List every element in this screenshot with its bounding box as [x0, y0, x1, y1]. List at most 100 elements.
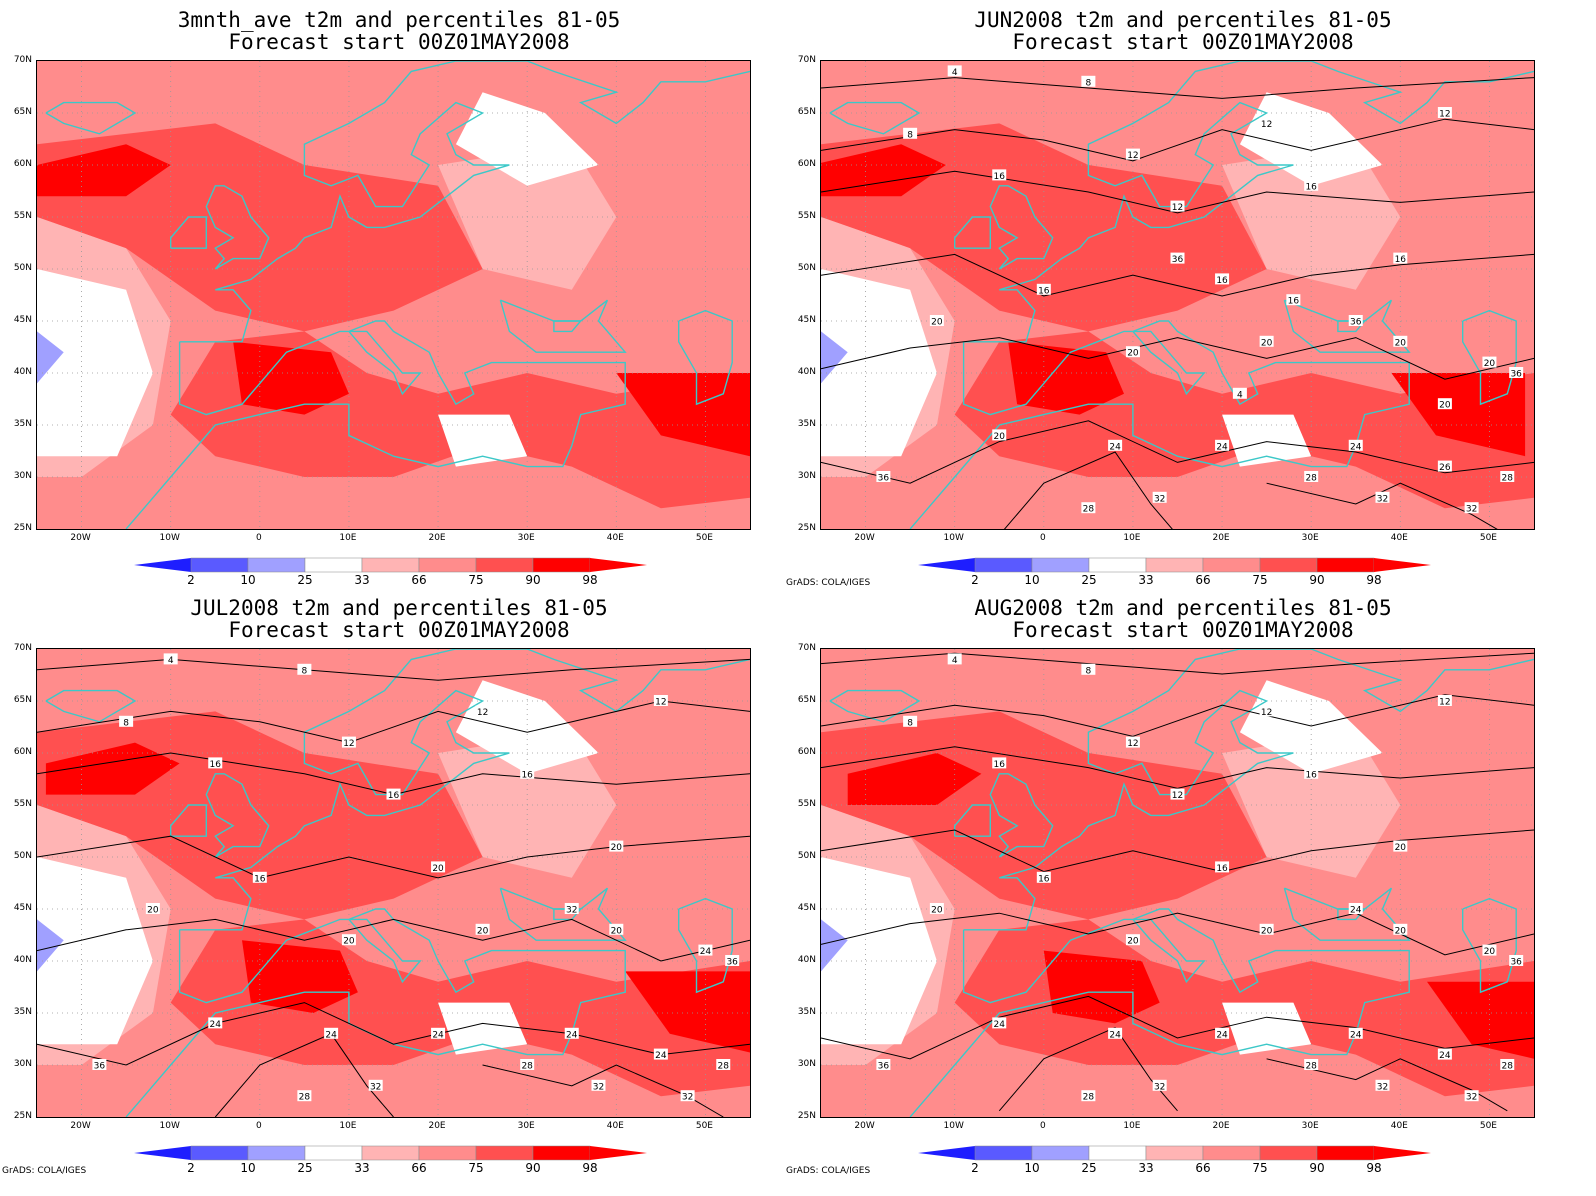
contour-label-bg — [1348, 903, 1363, 914]
contour-label-bg — [1215, 861, 1230, 873]
legend-swatch — [1259, 1145, 1318, 1161]
contour-label: 24 — [432, 1030, 444, 1040]
contour-label-bg — [1348, 439, 1363, 451]
legend-swatch — [247, 1145, 306, 1161]
legend-label: 33 — [1138, 573, 1154, 587]
contour-label-bg — [1304, 1059, 1319, 1070]
contour-label: 4 — [1237, 390, 1243, 400]
contour-label: 20 — [432, 864, 444, 874]
contour-label: 4 — [952, 68, 958, 78]
coastline — [179, 649, 750, 931]
longitude-label: 10E — [1123, 533, 1141, 543]
percentile-region — [821, 919, 848, 972]
contour-label-bg — [1437, 398, 1452, 410]
contour-label-bg — [475, 923, 490, 935]
legend-swatch — [1031, 1145, 1090, 1161]
contour-label-bg — [992, 429, 1007, 441]
contour-label-bg — [341, 934, 356, 946]
longitude-label: 10E — [339, 1121, 357, 1131]
contour-label-bg — [297, 663, 312, 675]
contour-label: 24 — [566, 1030, 578, 1040]
contour-label-bg — [1348, 1027, 1363, 1039]
contour-label: 4 — [168, 656, 174, 666]
legend-swatch — [361, 557, 420, 573]
longitude-label: 0 — [255, 1121, 262, 1131]
percentile-region — [45, 742, 180, 795]
percentile-region — [1391, 373, 1526, 457]
contour-label: 32 — [566, 906, 577, 916]
contour-line — [821, 912, 1534, 956]
contour-label-bg — [1108, 439, 1123, 451]
contour-label-bg — [929, 315, 944, 326]
contour-label: 28 — [521, 1062, 533, 1072]
grads-credit: GrADS: COLA/IGES — [2, 1166, 87, 1176]
legend-label: 2 — [971, 1161, 979, 1175]
legend-label: 75 — [1252, 1161, 1268, 1175]
longitude-label: 40E — [1390, 1121, 1408, 1131]
latitude-label: 35N — [13, 419, 32, 429]
longitude-label: 50E — [695, 1121, 713, 1131]
contour-label: 36 — [94, 1062, 106, 1072]
contour-label-bg — [680, 1090, 695, 1102]
percentile-region — [1008, 341, 1124, 415]
contour-label: 16 — [254, 874, 266, 884]
contour-label: 36 — [878, 474, 890, 484]
contour-label: 36 — [726, 958, 738, 968]
contour-label-bg — [386, 788, 401, 800]
contour-label-bg — [1393, 335, 1408, 347]
contour-label: 20 — [147, 906, 159, 916]
legend-label: 66 — [1195, 573, 1211, 587]
longitude-label: 50E — [695, 533, 713, 543]
contour-label: 16 — [1038, 874, 1050, 884]
contour-label: 16 — [1216, 864, 1228, 874]
contour-label: 20 — [994, 432, 1006, 442]
legend-swatch — [1031, 557, 1090, 573]
coastline — [169, 804, 208, 837]
percentile-region — [1222, 414, 1312, 467]
contour-line — [37, 835, 750, 879]
contour-label-bg — [564, 1027, 579, 1039]
legend-arrow-high — [1374, 1146, 1431, 1160]
coastline — [179, 61, 750, 343]
contour-label-bg — [1125, 934, 1140, 946]
legend-label: 25 — [297, 573, 313, 587]
coastline — [169, 216, 208, 249]
percentile-region — [821, 144, 946, 197]
longitude-label: 10E — [339, 533, 357, 543]
legend-label: 90 — [525, 573, 541, 587]
contour-line — [37, 918, 750, 962]
coastline — [1283, 887, 1411, 941]
contour-label: 24 — [655, 1051, 667, 1061]
contour-label: 36 — [878, 1062, 890, 1072]
contour-label-bg — [208, 757, 223, 769]
legend-label: 90 — [525, 1161, 541, 1175]
contour-label: 16 — [1216, 276, 1228, 286]
coastline — [909, 320, 1410, 529]
contour-label-bg — [1437, 460, 1452, 472]
legend-swatch — [361, 1145, 420, 1161]
contour-label-bg — [1215, 273, 1230, 285]
contour-label-bg — [368, 1079, 383, 1091]
percentile-region — [37, 919, 64, 972]
map-panel-4: AUG2008 t2m and percentiles 81-05 Forecas… — [784, 588, 1582, 1186]
contour-label-bg — [725, 955, 740, 966]
legend-swatch — [1316, 1145, 1375, 1161]
percentile-region — [1222, 1002, 1312, 1055]
contour-label-bg — [1259, 335, 1274, 347]
contour-label: 28 — [1083, 1093, 1095, 1103]
legend-swatch — [974, 1145, 1033, 1161]
contour-label: 16 — [388, 791, 400, 801]
contour-label-bg — [1509, 367, 1524, 378]
panel-title: 3mnth_ave t2m and percentiles 81-05 — [177, 8, 621, 32]
contour-line — [482, 1064, 724, 1117]
percentile-region — [1427, 981, 1534, 1059]
contour-label: 20 — [1395, 926, 1407, 936]
legend-arrow-high — [590, 558, 647, 572]
contour-label: 32 — [593, 1082, 604, 1092]
longitude-label: 20W — [70, 533, 91, 543]
latitude-label: 35N — [797, 419, 816, 429]
legend-label: 25 — [1081, 1161, 1097, 1175]
contour-label: 20 — [611, 843, 623, 853]
map-svg: 4 8 8 12 12 12 12 16 16 16 16 16 20 20 20 20 20 20 24 24 24 2… — [821, 61, 1534, 529]
legend-label: 75 — [1252, 573, 1268, 587]
